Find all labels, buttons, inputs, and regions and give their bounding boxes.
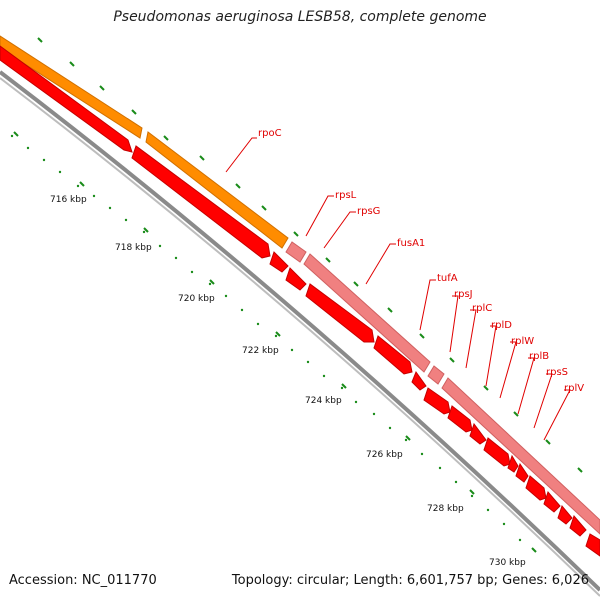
cds-arrow-rplv <box>515 462 529 483</box>
operon-bar-rpoc-1 <box>0 35 143 139</box>
cds-arrow-c <box>569 515 587 537</box>
kbp-labels: 716 kbp 718 kbp 720 kbp 722 kbp 724 kbp … <box>50 195 526 568</box>
cds-arrow-tufa <box>373 335 413 375</box>
gene-label-rpsj: rpsJ <box>454 289 473 300</box>
genome-backbone-inner <box>0 77 600 597</box>
gene-label-rpss: rpsS <box>546 367 568 378</box>
cds-arrow-rpss <box>507 454 519 473</box>
cds-arrow-a <box>543 491 561 513</box>
gene-label-rplb: rplB <box>529 351 549 362</box>
cds-arrow-rplc <box>423 387 451 415</box>
cds-arrow-rpld <box>447 405 473 433</box>
cds-arrow-rplp <box>525 475 547 501</box>
cds-arrow-rpsg <box>285 267 307 291</box>
operon-track <box>0 35 600 535</box>
gene-label-fusa1: fusA1 <box>397 238 425 249</box>
cds-arrow-1 <box>0 45 133 153</box>
operon-bar-rpoc-2 <box>145 131 289 249</box>
gene-label-rpld: rplD <box>491 320 512 331</box>
kbp-label: 718 kbp <box>115 243 152 253</box>
cds-arrow-rpsl <box>269 251 289 273</box>
genome-backbone-outer <box>0 70 600 592</box>
outer-tick-scale <box>37 37 583 473</box>
gene-labels: rpoC rpsL rpsG fusA1 tufA rpsJ rplC rplD… <box>258 128 584 394</box>
operon-bar-tufa <box>427 365 445 385</box>
gene-label-tufa: tufA <box>437 273 458 284</box>
gene-label-rplc: rplC <box>472 303 492 314</box>
kbp-label: 722 kbp <box>242 346 279 356</box>
gene-label-rpsl: rpsL <box>335 190 357 201</box>
gene-label-rpoc: rpoC <box>258 128 282 139</box>
gene-leader-lines <box>225 137 571 441</box>
kbp-label: 716 kbp <box>50 195 87 205</box>
kbp-label: 720 kbp <box>178 294 215 304</box>
inner-tick-scale <box>10 134 522 542</box>
cds-arrow-fusa1 <box>305 283 375 343</box>
gene-label-rpsg: rpsG <box>357 206 380 217</box>
operon-bar-rpsl <box>285 241 307 263</box>
cds-arrow-rplw <box>469 422 487 445</box>
operon-bar-ribosomal <box>441 377 600 535</box>
cds-track <box>0 45 600 557</box>
genome-summary-text: Topology: circular; Length: 6,601,757 bp… <box>231 573 589 588</box>
cds-arrow-rpsj <box>411 370 427 391</box>
cds-arrow-rpoc <box>131 145 271 259</box>
major-ticks <box>13 131 537 553</box>
kbp-label: 726 kbp <box>366 450 403 460</box>
cds-arrow-d <box>585 533 600 557</box>
kbp-label: 728 kbp <box>427 504 464 514</box>
kbp-label: 724 kbp <box>305 396 342 406</box>
kbp-label: 730 kbp <box>489 558 526 568</box>
accession-text: Accession: NC_011770 <box>9 573 157 588</box>
operon-bar-rpsg-fusa1 <box>303 253 431 373</box>
cds-arrow-b <box>557 504 573 525</box>
cds-arrow-rplb <box>483 437 511 467</box>
genome-title: Pseudomonas aeruginosa LESB58, complete … <box>113 9 487 25</box>
gene-label-rplw: rplW <box>511 336 534 347</box>
gene-label-rplv: rplV <box>564 383 584 394</box>
